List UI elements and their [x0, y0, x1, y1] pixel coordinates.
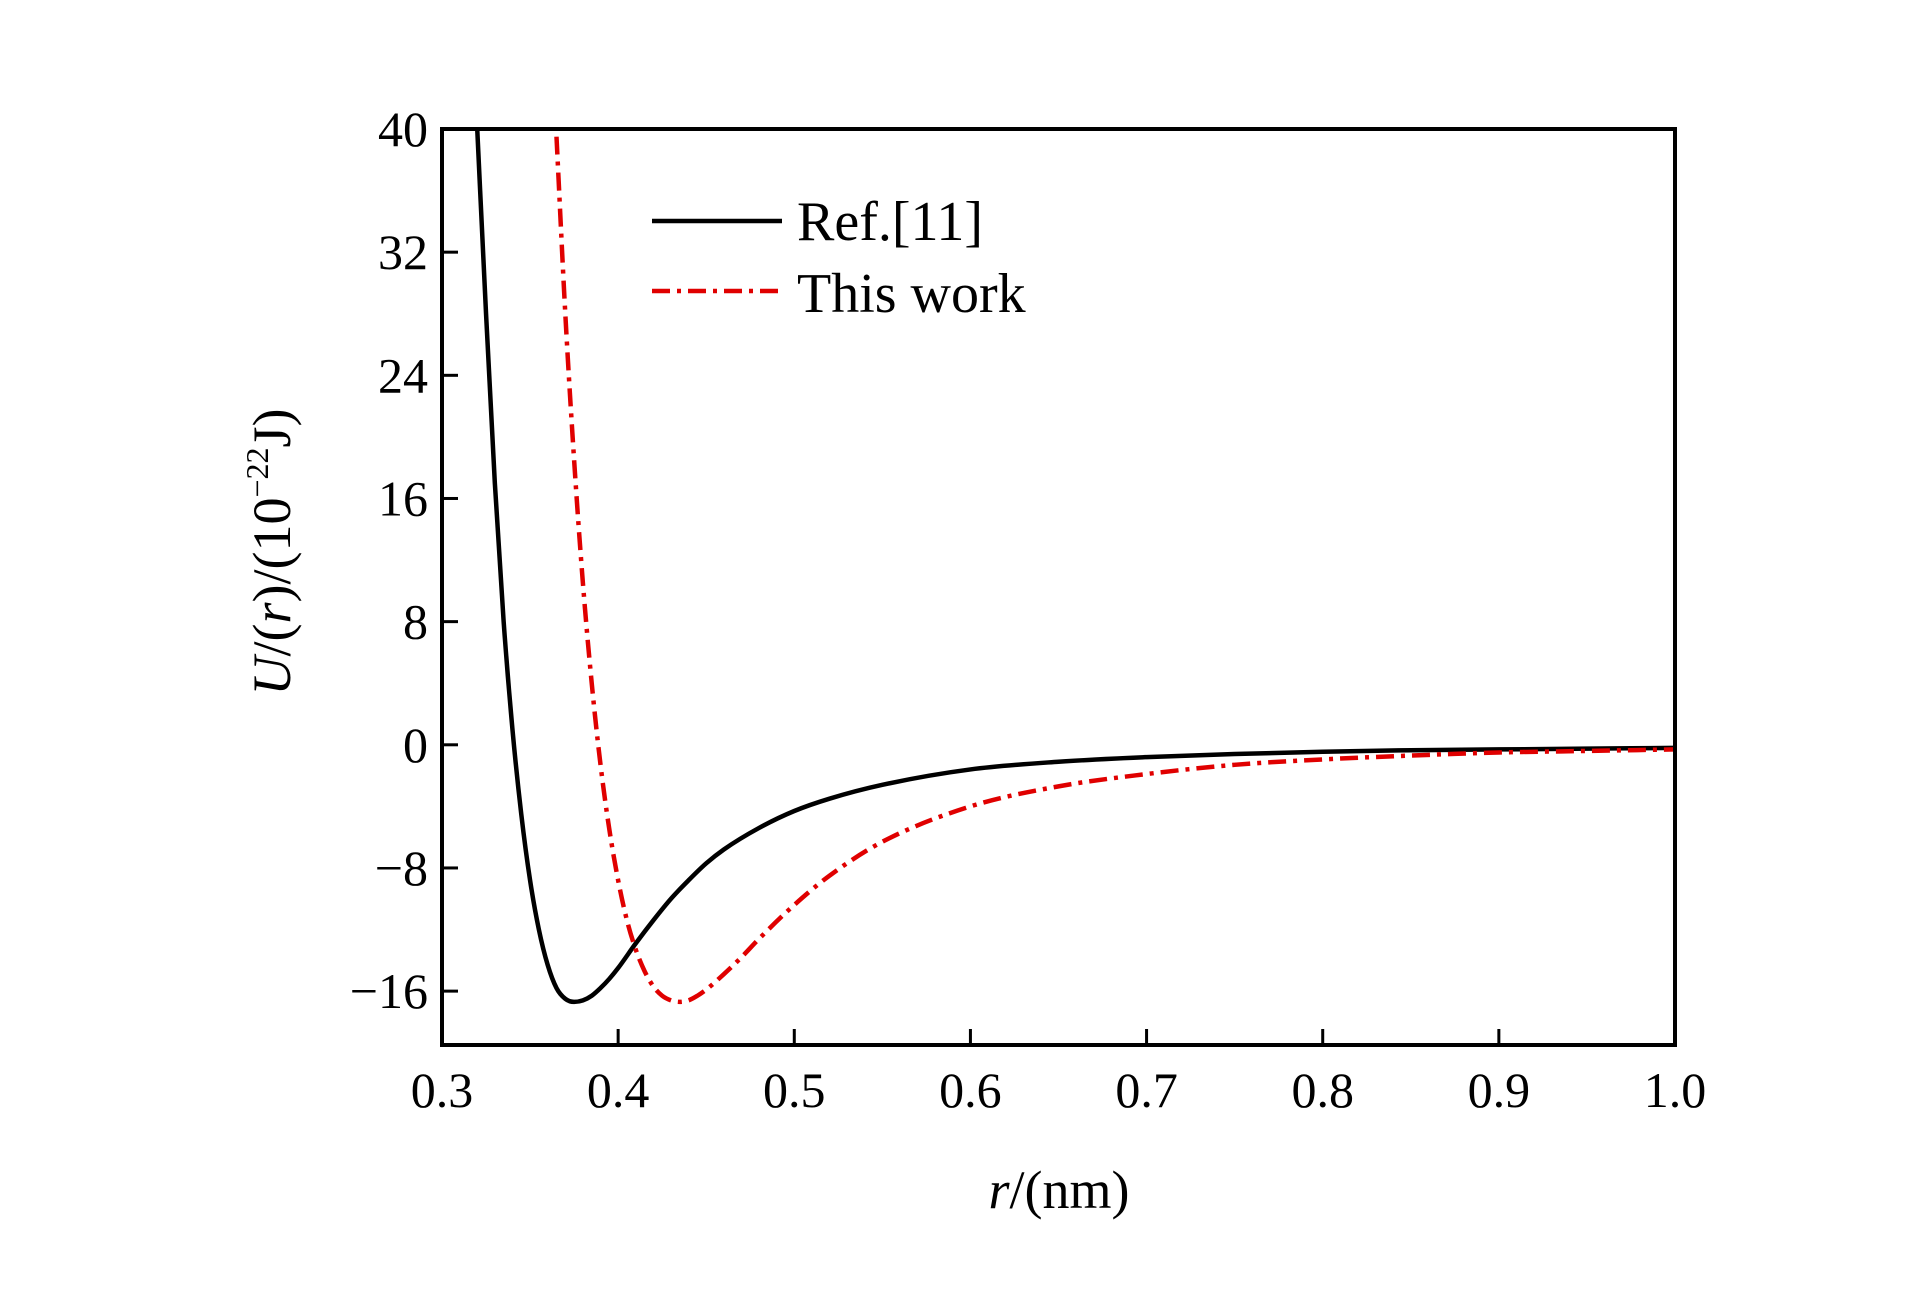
- legend-label-this-work: This work: [797, 263, 1026, 325]
- x-axis-title-unit: /(nm): [1010, 1160, 1130, 1220]
- x-tick-label: 1.0: [1644, 1062, 1707, 1118]
- x-tick-label: 0.4: [587, 1062, 650, 1118]
- x-tick-label: 0.7: [1115, 1062, 1178, 1118]
- legend: Ref.[11] This work: [652, 191, 1026, 325]
- x-axis: 0.3 0.4 0.5 0.6 0.7 0.8 0.9 1.0: [411, 1029, 1707, 1118]
- y-axis-title-mid2: )/(10: [242, 498, 302, 603]
- y-axis: −16 −8 0 8 16 24 32 40: [350, 101, 458, 1019]
- x-tick-label: 0.8: [1291, 1062, 1354, 1118]
- y-axis-title: U/(r)/(10−22J): [239, 408, 302, 695]
- y-axis-title-var1: U: [242, 654, 302, 696]
- y-axis-title-end: J): [242, 408, 302, 447]
- plot-area: 0.3 0.4 0.5 0.6 0.7 0.8 0.9 1.0 −16 −8 0 8 16 24 32 40: [350, 101, 1706, 1118]
- y-tick-label: 16: [378, 470, 428, 526]
- x-axis-title-var: r: [989, 1160, 1011, 1220]
- x-axis-title: r/(nm): [989, 1160, 1130, 1220]
- y-tick-label: −8: [375, 840, 428, 896]
- series-ref11-line: [474, 128, 1676, 1005]
- x-tick-label: 0.6: [939, 1062, 1002, 1118]
- plot-frame: [440, 127, 1677, 1047]
- x-tick-label: 0.5: [763, 1062, 826, 1118]
- x-tick-label: 0.3: [411, 1062, 474, 1118]
- y-tick-label: 8: [403, 594, 428, 650]
- y-axis-title-mid1: /(: [242, 624, 302, 657]
- x-tick-label: 0.9: [1468, 1062, 1531, 1118]
- curves: [474, 128, 1676, 1005]
- y-tick-label: 24: [378, 347, 428, 403]
- y-tick-label: 40: [378, 101, 428, 157]
- y-tick-label: 0: [403, 717, 428, 773]
- y-tick-label: −16: [350, 963, 428, 1019]
- y-tick-label: 32: [378, 224, 428, 280]
- y-axis-title-var2: r: [242, 602, 302, 624]
- y-axis-title-exp: −22: [239, 447, 275, 497]
- legend-label-ref11: Ref.[11]: [797, 191, 983, 253]
- series-this-work-line: [554, 136, 1676, 1005]
